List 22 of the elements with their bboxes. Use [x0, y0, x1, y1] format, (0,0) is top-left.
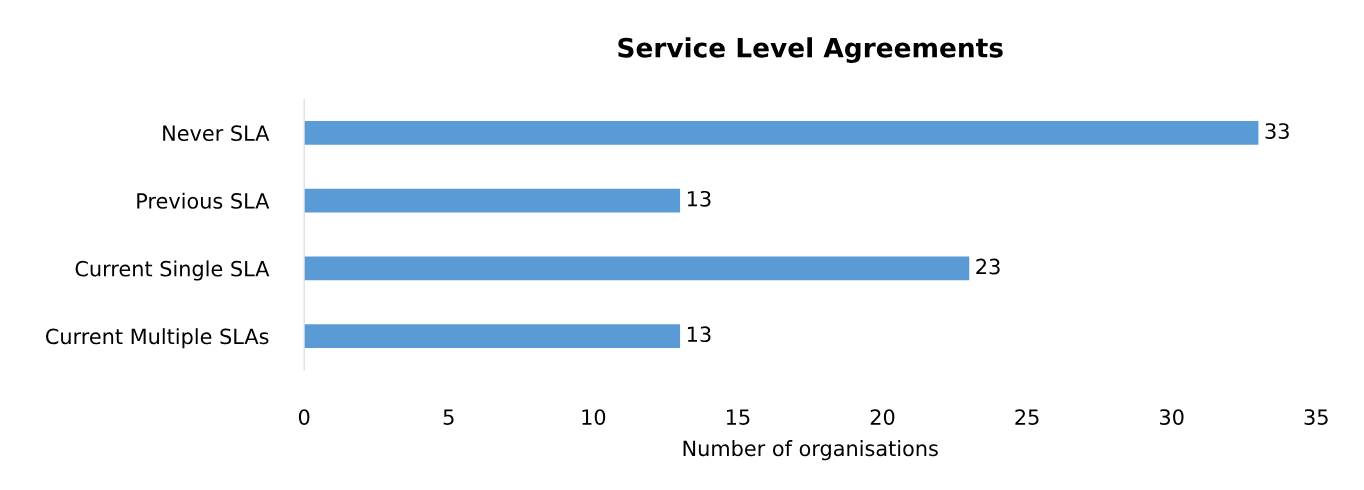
bar	[304, 324, 681, 348]
bar	[304, 188, 681, 213]
data-label: 23	[976, 258, 1000, 275]
x-tick-label: 10	[582, 409, 606, 425]
data-label: 33	[1265, 123, 1289, 139]
bar	[304, 121, 1259, 145]
data-label: 13	[687, 326, 711, 343]
y-tick-label: Current Multiple SLAs	[45, 328, 269, 349]
x-tick-label: 35	[1304, 409, 1328, 425]
x-tick-label: 20	[870, 409, 895, 425]
x-tick-label: 25	[1015, 409, 1039, 425]
data-label: 13	[687, 190, 711, 207]
x-tick-label: 0	[298, 409, 310, 425]
x-axis-title: Number of organisations	[683, 440, 938, 461]
bar	[304, 256, 970, 281]
y-tick-label: Current Single SLA	[75, 260, 270, 281]
y-tick-label: Previous SLA	[137, 192, 270, 209]
chart-title: Service Level Agreements	[618, 37, 1003, 64]
x-tick-label: 5	[443, 409, 454, 425]
y-tick-label: Never SLA	[163, 125, 270, 142]
x-tick-label: 30	[1160, 409, 1184, 425]
x-tick-label: 15	[726, 409, 750, 425]
